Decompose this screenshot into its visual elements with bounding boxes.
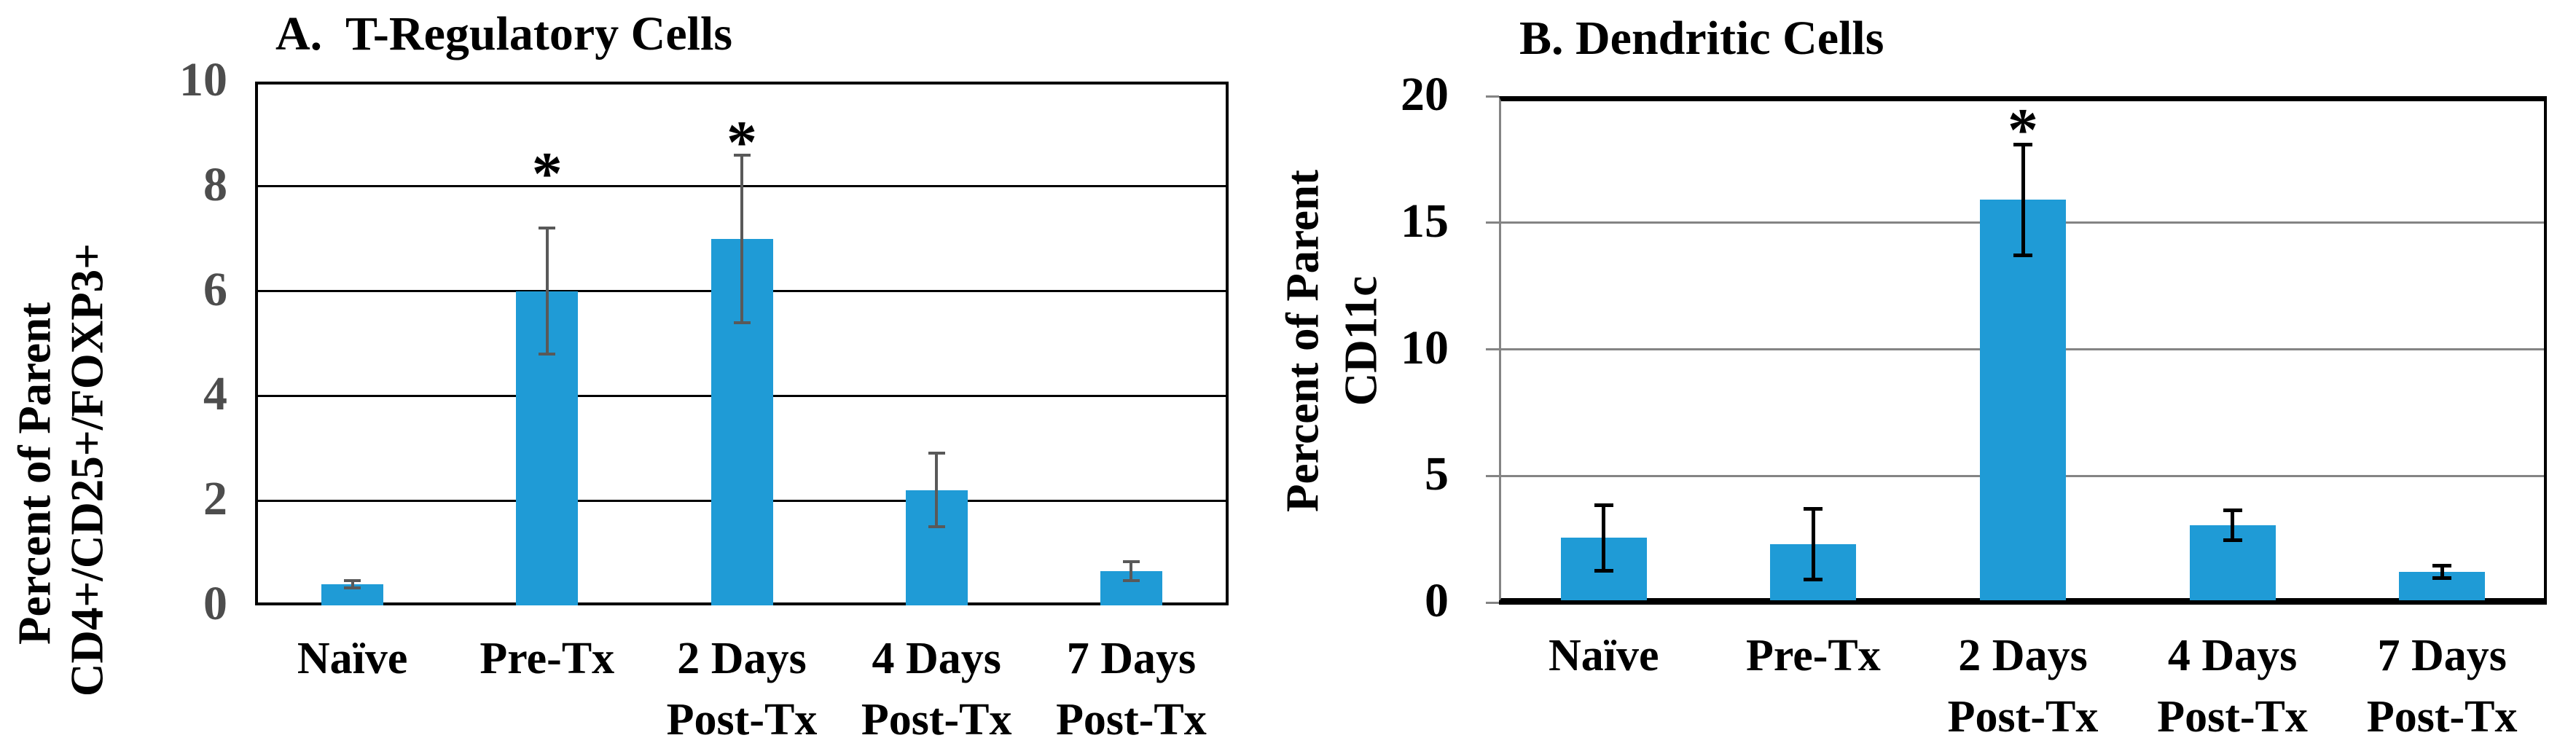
panel-b-x-label-1: Pre-Tx [1745,631,1881,680]
panel-a-y-tick-label-2: 2 [203,472,227,526]
panel-b-error-cap-2-top [2013,142,2032,146]
panel-a-error-cap-4-bottom [1122,579,1140,583]
panel-b-y-tick-mark-0 [1486,601,1499,604]
panel-b-significance-star-0: * [2008,96,2038,165]
panel-b-x-label-0: Naïve [1549,631,1659,680]
panel-b-y-tick-label-0: 0 [1425,574,1449,628]
panel-a-y-tick-label-8: 8 [203,157,227,211]
panel-b-error-cap-0-top [1594,503,1613,507]
panel-b-error-cap-1-bottom [1804,578,1823,582]
panel-b-error-bar-0 [1602,505,1606,571]
panel-a-x-label-2: 2 Days Post-Tx [666,634,818,745]
panel-a-error-bar-1 [545,228,549,354]
panel-a-error-cap-0-top [344,579,361,583]
panel-a-y-tick-label-10: 10 [179,53,227,107]
panel-b-error-cap-2-bottom [2013,254,2032,258]
panel-a-x-label-0: Naïve [297,634,408,683]
panel-b-error-cap-3-bottom [2223,538,2242,543]
panel-b-error-bar-1 [1811,508,1815,580]
panel-a-error-bar-4 [1130,562,1133,581]
panel-b-x-label-3: 4 Days Post-Tx [2157,631,2308,742]
panel-a-error-cap-3-bottom [928,525,945,529]
panel-a-x-label-1: Pre-Tx [479,634,615,683]
panel-b-y-tick-mark-15 [1486,221,1499,224]
panel-a-error-cap-0-bottom [344,586,361,590]
panel-b-baseline [1499,600,2547,605]
panel-a-x-label-4: 7 Days Post-Tx [1056,634,1207,745]
panel-b-error-cap-4-top [2432,564,2452,568]
panel-a-error-cap-3-top [928,452,945,455]
panel-b-error-cap-3-top [2223,508,2242,512]
panel-b-bar-2 [1980,200,2066,602]
panel-b-title: B. Dendritic Cells [1519,12,1884,65]
panel-b-y-tick-label-15: 15 [1401,194,1449,248]
panel-a-error-bar-2 [740,154,743,323]
panel-a-error-cap-2-bottom [733,321,751,324]
panel-b-error-bar-2 [2021,144,2025,256]
panel-a-title: A. T-Regulatory Cells [275,7,732,60]
panel-a-error-cap-1-bottom [539,352,556,356]
panel-b-error-bar-4 [2440,565,2444,578]
panel-b-y-tick-mark-20 [1486,95,1499,98]
panel-a-error-cap-2-top [733,153,751,157]
panel-b-x-label-2: 2 Days Post-Tx [1947,631,2099,742]
panel-a-x-label-3: 4 Days Post-Tx [861,634,1012,745]
panel-b-y-tick-mark-5 [1486,474,1499,477]
panel-a-error-bar-3 [935,453,939,527]
panel-b-error-cap-0-bottom [1594,569,1613,573]
panel-a-significance-star-1: * [727,109,757,177]
panel-a-error-cap-1-top [539,227,556,230]
panel-a-y-tick-label-4: 4 [203,367,227,421]
panel-b-y-tick-label-10: 10 [1401,321,1449,374]
panel-b-y-tick-label-5: 5 [1425,447,1449,501]
panel-a-y-tick-label-0: 0 [203,577,227,631]
panel-a-error-bar-0 [351,581,354,589]
panel-b-error-cap-1-top [1804,506,1823,511]
panel-b-y-tick-label-20: 20 [1401,68,1449,122]
panel-b-x-label-4: 7 Days Post-Tx [2366,631,2518,742]
panel-a-significance-star-0: * [531,140,563,208]
panel-b-y-tick-mark-10 [1486,348,1499,350]
panel-b-error-bar-3 [2231,510,2235,541]
panel-a-y-tick-label-6: 6 [203,262,227,316]
panel-b-error-cap-4-bottom [2432,576,2452,581]
panel-a-error-cap-4-top [1122,560,1140,564]
